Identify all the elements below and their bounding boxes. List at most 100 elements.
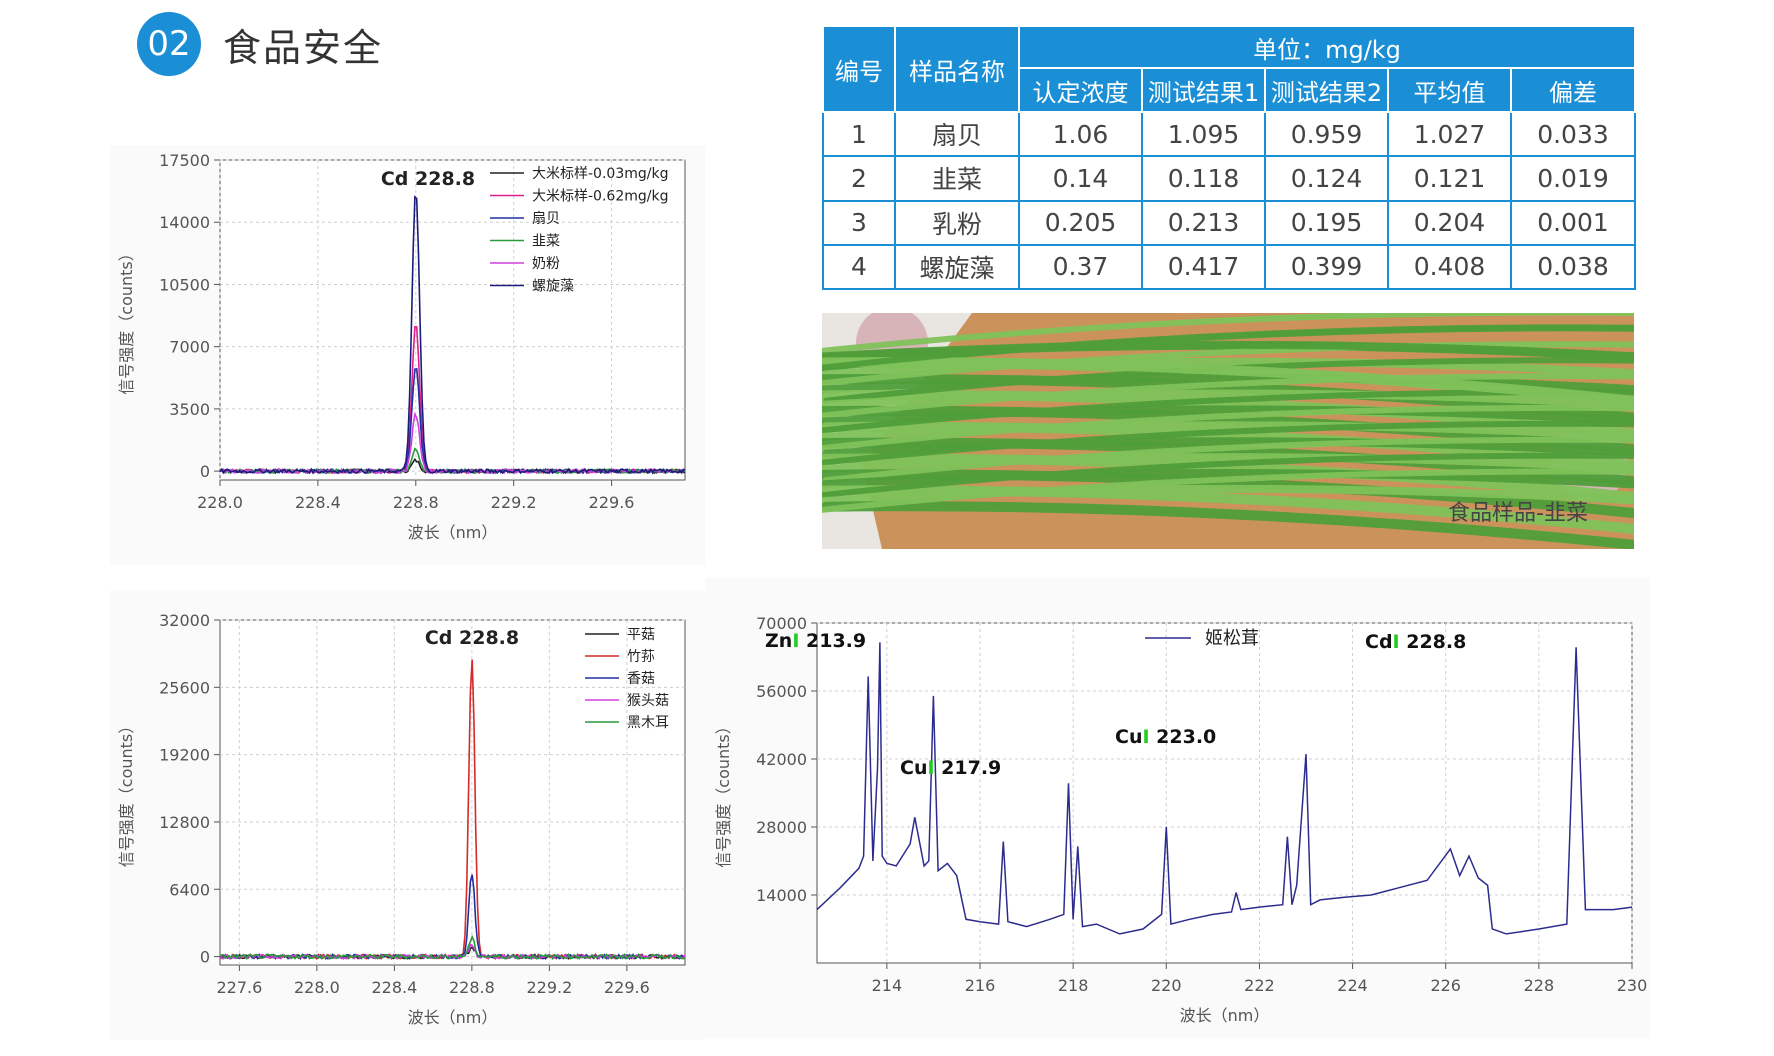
x-axis-label: 波长（nm） xyxy=(1180,1006,1270,1025)
peak-annotation: Cd 228.8 xyxy=(381,168,475,190)
legend-label: 竹荪 xyxy=(627,649,655,665)
table-cell: 0.038 xyxy=(1510,243,1636,291)
chive-leaf xyxy=(822,313,1634,354)
legend-label: 平菇 xyxy=(627,627,655,643)
table-cell: 0.14 xyxy=(1018,155,1143,202)
chive-leaf xyxy=(822,357,1634,379)
x-tick-label: 229.6 xyxy=(604,978,650,997)
chive-leaf xyxy=(822,485,1634,534)
x-tick-label: 229.6 xyxy=(589,493,635,512)
chive-leaf xyxy=(822,468,1634,513)
x-tick-label: 229.2 xyxy=(491,493,537,512)
table-header-cell: 编号 xyxy=(822,25,896,113)
table-cell: 2 xyxy=(822,155,896,202)
chart-panel-3: 214 216 218 220 222 224 226 228 230 14000 28000 420… xyxy=(705,578,1650,1038)
agaricus-full-spectrum-chart: 214 216 218 220 222 224 226 228 230 14000 28000 420… xyxy=(714,614,1648,1025)
chive-leaf xyxy=(822,324,1634,371)
section-number-badge: 02 xyxy=(137,12,201,76)
table-header-cell: 样品名称 xyxy=(894,25,1020,113)
table-cell: 1 xyxy=(822,110,896,158)
legend-label: 大米标样-0.62mg/kg xyxy=(532,189,668,205)
peak-annotation: Cd 228.8 xyxy=(425,627,519,649)
chive-sample-photo: 食品样品-韭菜 xyxy=(822,313,1634,549)
table-cell: 0.033 xyxy=(1510,110,1636,158)
legend-label: 姬松茸 xyxy=(1205,628,1259,649)
x-axis-label: 波长（nm） xyxy=(408,523,498,542)
chive-leaf xyxy=(823,436,1634,484)
y-tick-label: 6400 xyxy=(169,880,210,899)
x-axis-label: 波长（nm） xyxy=(408,1008,498,1027)
chive-leaf xyxy=(822,389,1634,409)
y-tick-label: 70000 xyxy=(756,614,807,633)
table-cell: 韭菜 xyxy=(894,155,1020,202)
x-tick-label: 230 xyxy=(1617,976,1648,995)
x-tick-label: 228 xyxy=(1524,976,1555,995)
table-cell: 0.019 xyxy=(1510,155,1636,202)
plot-area xyxy=(219,159,686,481)
y-tick-label: 14000 xyxy=(756,886,807,905)
table-cell: 0.408 xyxy=(1387,243,1512,291)
legend-label: 大米标样-0.03mg/kg xyxy=(532,166,668,182)
legend-label: 黑木耳 xyxy=(627,715,669,731)
x-tick-label: 228.8 xyxy=(449,978,495,997)
chart-panel-1: 228.0 228.4 228.8 229.2 229.6 0 3500 7000 10500 1… xyxy=(110,145,705,565)
chive-leaf xyxy=(822,469,1634,519)
section-title: 食品安全 xyxy=(223,25,384,70)
x-tick-label: 216 xyxy=(965,976,996,995)
table-cell: 1.027 xyxy=(1387,110,1512,158)
legend-label: 奶粉 xyxy=(532,256,560,272)
chive-leaf xyxy=(822,421,1634,441)
x-tick-label: 222 xyxy=(1244,976,1275,995)
legend-label: 韭菜 xyxy=(532,234,560,250)
chive-leaf xyxy=(822,357,1634,406)
table-header-cell: 认定浓度 xyxy=(1018,67,1143,113)
chive-leaf xyxy=(822,437,1634,458)
table-header-cell: 测试结果1 xyxy=(1141,67,1266,113)
y-tick-label: 3500 xyxy=(169,400,210,419)
table-row: 3 乳粉 0.205 0.213 0.195 0.204 0.001 xyxy=(822,199,1636,246)
mushroom-cd-spectrum-chart: 227.6 228.0 228.4 228.8 229.2 229.6 0 6400 12800… xyxy=(117,611,686,1027)
table-cell: 0.195 xyxy=(1264,199,1389,246)
legend-label: 螺旋藻 xyxy=(532,279,574,295)
table-cell: 3 xyxy=(822,199,896,246)
chive-leaf xyxy=(822,404,1634,452)
chive-leaf xyxy=(822,453,1634,474)
table-cell: 1.06 xyxy=(1018,110,1143,158)
table-cell: 0.124 xyxy=(1264,155,1389,202)
photo-caption: 食品样品-韭菜 xyxy=(1448,501,1588,526)
chive-leaf xyxy=(822,501,1634,549)
y-tick-label: 0 xyxy=(200,462,210,481)
series-line xyxy=(816,642,1633,935)
table-cell: 4 xyxy=(822,243,896,291)
table-cell: 0.205 xyxy=(1018,199,1143,246)
x-tick-label: 228.0 xyxy=(197,493,243,512)
table-cell: 1.095 xyxy=(1141,110,1266,158)
table-cell: 0.399 xyxy=(1264,243,1389,291)
x-tick-label: 224 xyxy=(1337,976,1368,995)
legend-label: 猴头菇 xyxy=(627,693,669,709)
table-cell: 0.118 xyxy=(1141,155,1266,202)
y-tick-label: 14000 xyxy=(159,213,210,232)
plot-area xyxy=(219,619,686,966)
series-line xyxy=(219,934,686,961)
table-cell: 0.417 xyxy=(1141,243,1266,291)
table-cell: 扇贝 xyxy=(894,110,1020,158)
table-cell: 0.213 xyxy=(1141,199,1266,246)
table-header-cell: 平均值 xyxy=(1387,67,1512,113)
x-tick-label: 228.8 xyxy=(393,493,439,512)
y-tick-label: 19200 xyxy=(159,746,210,765)
chive-leaf xyxy=(822,373,1634,394)
table-cell: 螺旋藻 xyxy=(894,243,1020,291)
y-tick-label: 10500 xyxy=(159,275,210,294)
chive-leaf xyxy=(822,340,1634,361)
y-axis-label: 信号强度（counts） xyxy=(117,245,136,394)
y-tick-label: 42000 xyxy=(756,750,807,769)
x-tick-label: 227.6 xyxy=(216,978,262,997)
table-cell: 0.001 xyxy=(1510,199,1636,246)
peak-annotation: CuI 223.0 xyxy=(1115,726,1216,748)
chive-leaf xyxy=(822,452,1634,499)
x-tick-label: 229.2 xyxy=(526,978,572,997)
table-cell: 0.959 xyxy=(1264,110,1389,158)
x-tick-label: 220 xyxy=(1151,976,1182,995)
chive-leaf xyxy=(822,484,1634,506)
